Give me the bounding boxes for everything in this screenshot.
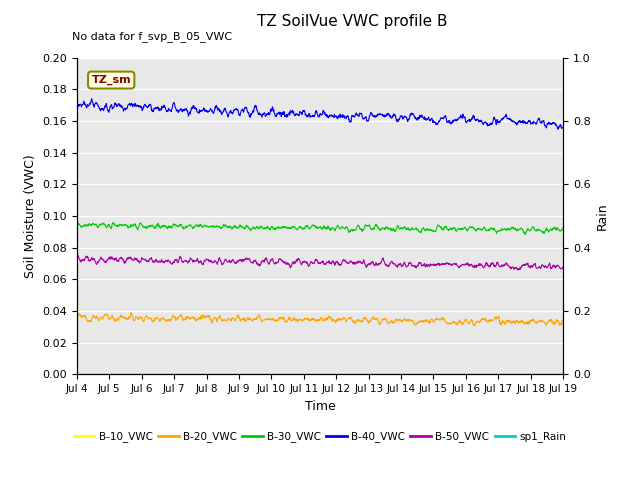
Text: TZ SoilVue VWC profile B: TZ SoilVue VWC profile B <box>257 14 447 29</box>
Y-axis label: Rain: Rain <box>596 202 609 230</box>
X-axis label: Time: Time <box>305 400 335 413</box>
Text: No data for f_svp_B_05_VWC: No data for f_svp_B_05_VWC <box>72 31 232 42</box>
Legend: B-10_VWC, B-20_VWC, B-30_VWC, B-40_VWC, B-50_VWC, sp1_Rain: B-10_VWC, B-20_VWC, B-30_VWC, B-40_VWC, … <box>69 427 571 446</box>
Text: TZ_sm: TZ_sm <box>92 75 131 85</box>
Y-axis label: Soil Moisture (VWC): Soil Moisture (VWC) <box>24 154 36 278</box>
